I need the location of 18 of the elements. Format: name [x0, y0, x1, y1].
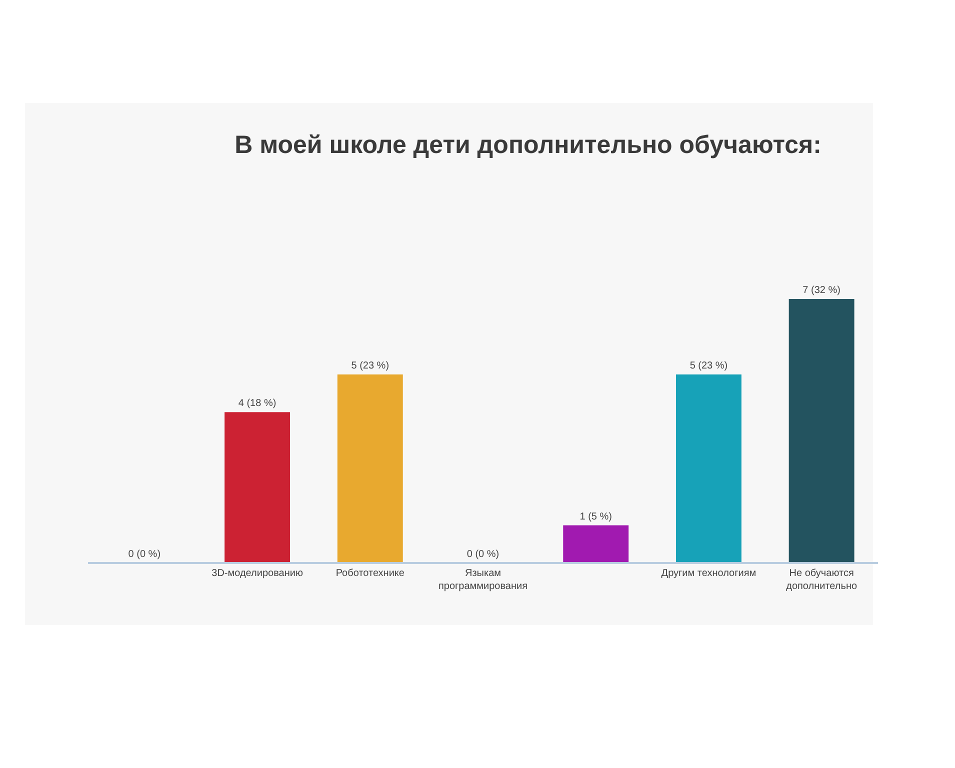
bar: [337, 374, 403, 563]
x-tick-label: 3D-моделированию: [212, 568, 304, 579]
data-label: 0 (0 %): [128, 549, 161, 560]
x-tick-label: Языкам программирования: [438, 568, 528, 592]
data-label: 1 (5 %): [580, 511, 612, 522]
chart-title: В моей школе дети дополнительно обучаются:: [234, 131, 822, 159]
bar: [788, 299, 854, 563]
x-tick-label: Робототехнике: [336, 568, 405, 579]
x-tick-label: Другим технологиям: [661, 568, 756, 579]
data-label: 7 (32 %): [802, 285, 840, 296]
bar: [563, 525, 629, 563]
data-label: 5 (23 %): [351, 360, 390, 372]
data-label: 0 (0 %): [466, 549, 500, 560]
data-label: 4 (18 %): [238, 398, 276, 410]
data-label: 5 (23 %): [690, 360, 728, 372]
x-tick-label: Не обучаются дополнительно: [786, 568, 858, 592]
bar: [676, 374, 742, 563]
bar: [224, 412, 290, 563]
